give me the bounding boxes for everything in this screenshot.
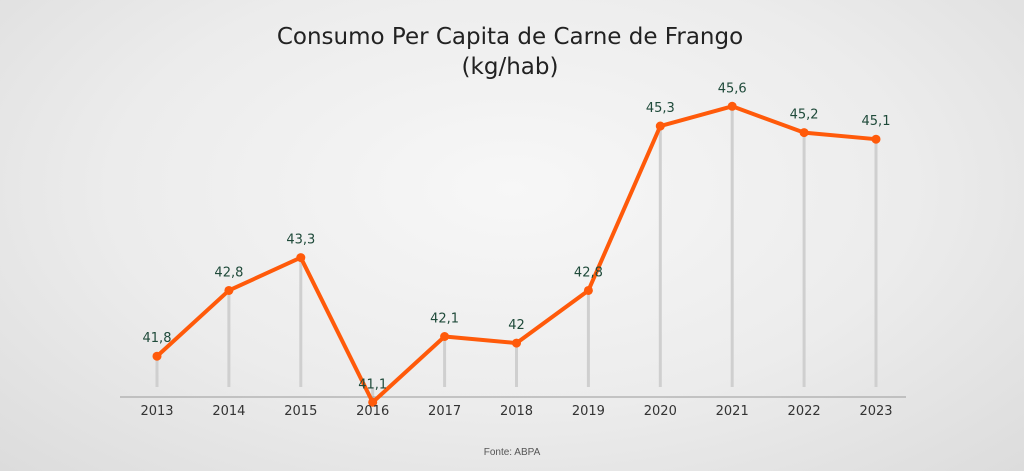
data-point-2023 <box>871 134 881 144</box>
value-label-2016: 41,1 <box>358 377 387 392</box>
value-label-2020: 45,3 <box>646 101 675 116</box>
data-point-2018 <box>512 338 521 348</box>
x-tick-label-2013: 2013 <box>140 404 173 419</box>
x-tick-label-2020: 2020 <box>644 404 677 419</box>
x-tick-label-2022: 2022 <box>788 404 821 419</box>
x-tick-labels: 2013 2014 2015 2016 2017 2018 2019 2020 2021 2022… <box>140 404 892 419</box>
value-label-2018: 42 <box>508 318 525 333</box>
data-point-2022 <box>799 128 809 138</box>
data-point-2014 <box>224 285 234 295</box>
chart-title: Consumo Per Capita de Carne de Frango <box>277 24 743 50</box>
x-tick-label-2021: 2021 <box>716 404 749 419</box>
value-labels: 41,8 42,8 43,3 41,1 42,1 42 42,8 45,3 45,6 45,2 45… <box>143 81 891 392</box>
x-tick-label-2014: 2014 <box>212 404 245 419</box>
data-point-2019 <box>583 285 593 295</box>
value-label-2022: 45,2 <box>790 108 819 123</box>
value-label-2021: 45,6 <box>718 81 747 96</box>
data-point-2020 <box>655 121 665 131</box>
data-point-2021 <box>727 101 737 111</box>
drop-lines <box>155 106 878 403</box>
x-tick-label-2015: 2015 <box>284 404 317 419</box>
data-points <box>152 101 881 407</box>
data-point-2013 <box>152 351 162 361</box>
x-tick-label-2017: 2017 <box>428 404 461 419</box>
x-tick-label-2023: 2023 <box>859 404 892 419</box>
x-tick-label-2016: 2016 <box>356 404 389 419</box>
x-tick-label-2019: 2019 <box>572 404 605 419</box>
x-tick-label-2018: 2018 <box>500 404 533 419</box>
data-point-2016 <box>368 397 378 407</box>
chart-subtitle: (kg/hab) <box>462 54 559 80</box>
value-label-2014: 42,8 <box>214 265 243 280</box>
source-note: Fonte: ABPA <box>484 447 541 458</box>
value-label-2019: 42,8 <box>574 265 603 280</box>
value-label-2017: 42,1 <box>430 312 459 327</box>
value-label-2023: 45,1 <box>862 114 891 129</box>
data-point-2015 <box>296 253 306 263</box>
data-point-2017 <box>440 332 450 341</box>
value-label-2015: 43,3 <box>286 233 315 248</box>
value-label-2013: 41,8 <box>143 331 172 346</box>
